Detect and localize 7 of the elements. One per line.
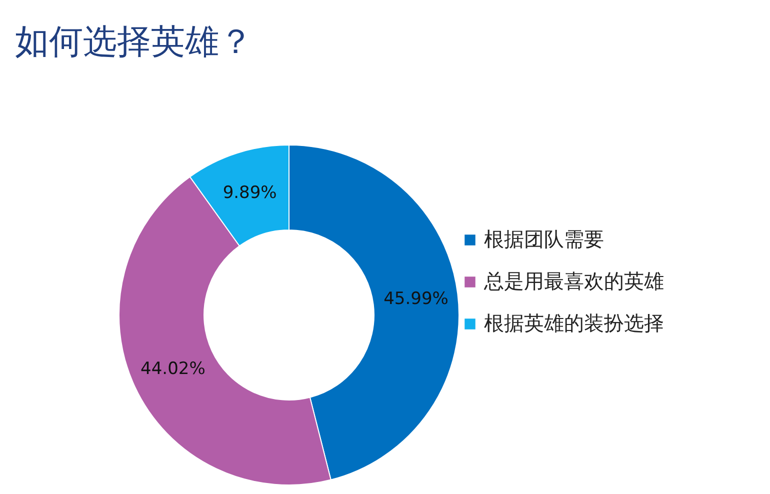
chart-title: 如何选择英雄？ (15, 22, 253, 62)
data-label: 45.99% (384, 289, 448, 310)
legend-label: 根据英雄的装扮选择 (484, 311, 664, 335)
legend-label: 根据团队需要 (484, 227, 604, 251)
data-label: 44.02% (140, 359, 206, 380)
legend-label: 总是用最喜欢的英雄 (483, 269, 664, 293)
data-label: 9.89% (222, 183, 277, 204)
